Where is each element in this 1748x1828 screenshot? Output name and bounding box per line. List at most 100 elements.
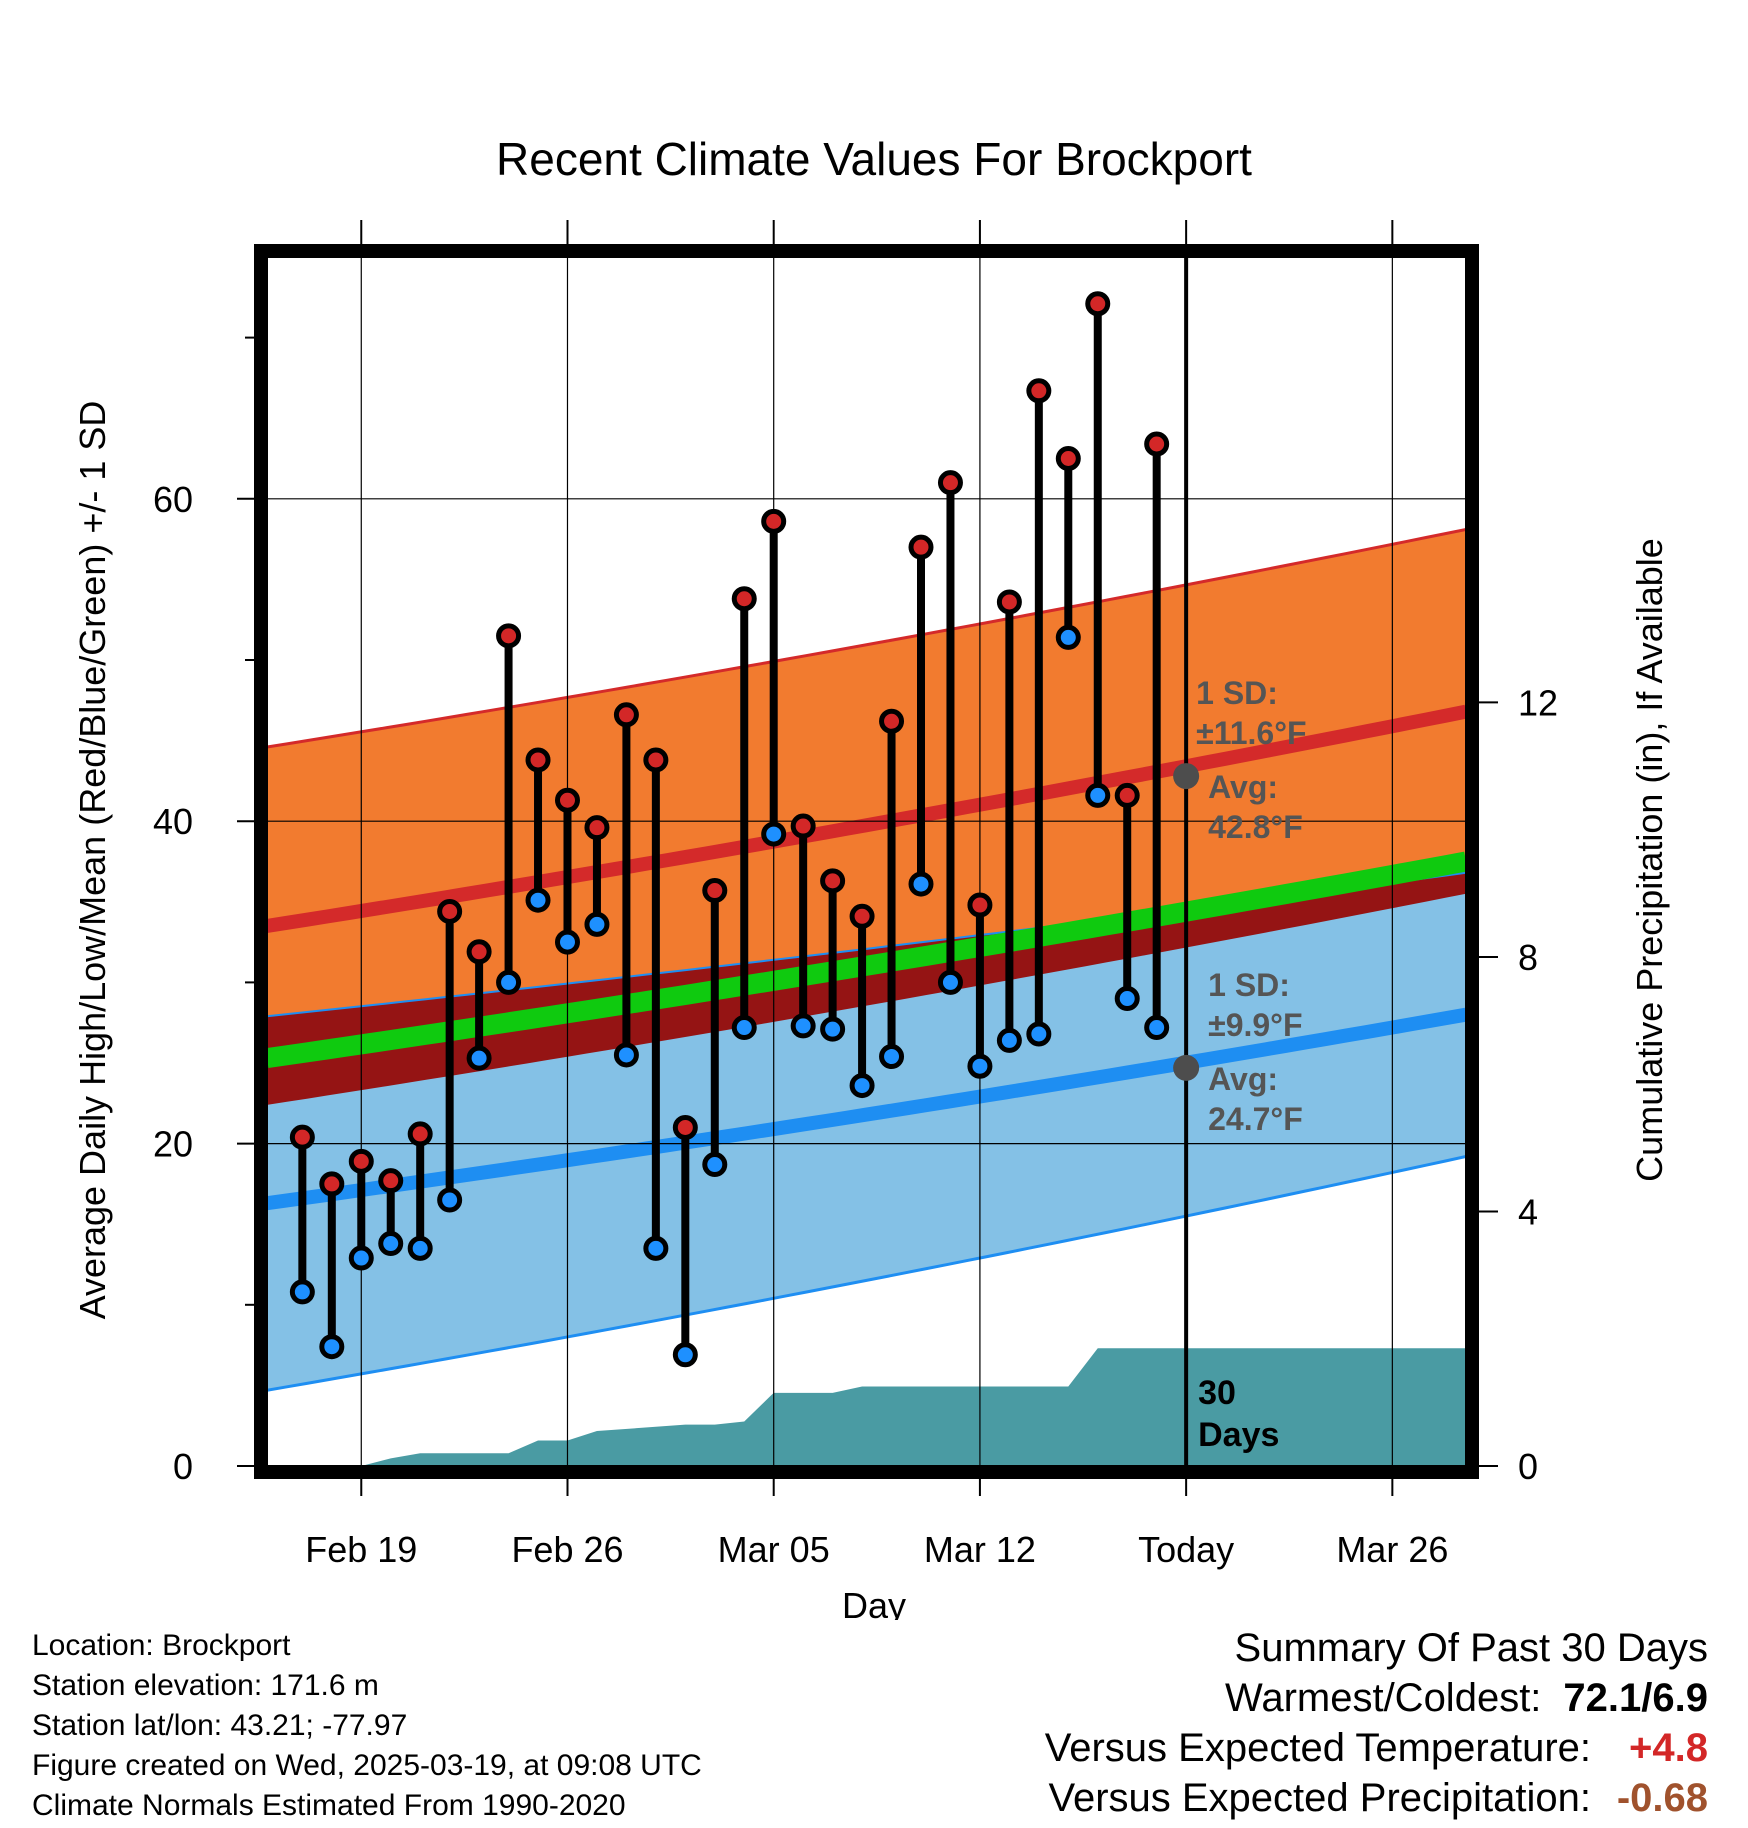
high-point (378, 1168, 404, 1194)
low-point (1144, 1015, 1170, 1041)
high-point (1114, 782, 1140, 808)
precip-area (267, 1348, 1466, 1466)
low-point (761, 821, 787, 847)
high-point (820, 868, 846, 894)
high-point (761, 508, 787, 534)
high-point (348, 1148, 374, 1174)
low-point (554, 929, 580, 955)
low-point (849, 1073, 875, 1099)
precip-note: 30 Days (1198, 1374, 1279, 1454)
location-text: Location: Brockport (32, 1629, 291, 1662)
low-avg-value: 24.7°F (1208, 1101, 1303, 1137)
low-point (613, 1042, 639, 1068)
high-point (908, 534, 934, 560)
station-info: Location: Brockport Station elevation: 1… (32, 1626, 702, 1826)
low-point (937, 969, 963, 995)
low-point (672, 1342, 698, 1368)
today-low-avg-dot (1173, 1054, 1200, 1081)
high-point (672, 1114, 698, 1140)
high-point (613, 702, 639, 728)
axis-ticks (237, 220, 1498, 1496)
high-sd-value: ±11.6°F (1196, 715, 1306, 751)
summary-panel: Summary Of Past 30 Days Warmest/Coldest:… (1045, 1626, 1708, 1826)
x-tick-label: Feb 19 (305, 1529, 417, 1570)
y-right-tick-label: 8 (1518, 937, 1538, 978)
precip-departure-value: -0.68 (1616, 1776, 1708, 1820)
low-point (879, 1044, 905, 1070)
high-point (643, 747, 669, 773)
daily-bars (289, 291, 1170, 1368)
high-point (407, 1121, 433, 1147)
low-point (437, 1187, 463, 1213)
low-point (820, 1016, 846, 1042)
high-point (937, 470, 963, 496)
high-point (319, 1171, 345, 1197)
low-point (643, 1235, 669, 1261)
temp-departure-row: Versus Expected Temperature: +4.8 (1045, 1726, 1708, 1776)
high-sd-label: 1 SD: (1196, 675, 1278, 711)
latlon-text: Station lat/lon: 43.21; -77.97 (32, 1709, 408, 1742)
precip-departure-row: Versus Expected Precipitation: -0.68 (1045, 1776, 1708, 1826)
low-minus-sd-line (267, 1155, 1466, 1392)
x-tick-label: Mar 26 (1336, 1529, 1448, 1570)
low-point (584, 911, 610, 937)
high-point (879, 708, 905, 734)
low-point (348, 1245, 374, 1271)
high-avg-label: Avg: (1208, 769, 1278, 805)
high-point (289, 1124, 315, 1150)
y-left-tick-label: 40 (153, 801, 193, 842)
high-point (1085, 291, 1111, 317)
high-plus-sd-line (267, 527, 1466, 749)
high-point (1026, 378, 1052, 404)
y-right-tick-label: 4 (1518, 1191, 1538, 1232)
avg-high-line (267, 704, 1466, 933)
normals-text: Climate Normals Estimated From 1990-2020 (32, 1789, 626, 1822)
low-point (407, 1235, 433, 1261)
low-sd-label: 1 SD: (1208, 967, 1290, 1003)
low-point (289, 1279, 315, 1305)
warm-cold-label: Warmest/Coldest: (1225, 1676, 1542, 1720)
y-left-tick-label: 60 (153, 479, 193, 520)
high-point (525, 747, 551, 773)
low-point (790, 1013, 816, 1039)
avg-mean-line (267, 851, 1466, 1069)
low-point (1026, 1021, 1052, 1047)
low-point (996, 1027, 1022, 1053)
today-annotations: 1 SD: ±11.6°F Avg: 42.8°F 1 SD: ±9.9°F Avg: 24.… (1196, 675, 1306, 1137)
low-point (466, 1045, 492, 1071)
overlap-band (267, 872, 1466, 1105)
high-point (496, 623, 522, 649)
y-right-tick-label: 0 (1518, 1446, 1538, 1487)
low-point (319, 1334, 345, 1360)
y-axis-label-left: Average Daily High/Low/Mean (Red/Blue/Gr… (72, 401, 113, 1320)
low-point (908, 871, 934, 897)
warm-cold-value: 72.1/6.9 (1563, 1676, 1708, 1720)
high-point (790, 813, 816, 839)
summary-title-row: Summary Of Past 30 Days (1045, 1626, 1708, 1676)
temp-departure-value: +4.8 (1629, 1726, 1708, 1770)
low-point (702, 1152, 728, 1178)
high-sd-band (267, 529, 1466, 1105)
precip-note-line-1: 30 (1198, 1374, 1236, 1412)
plot-frame (254, 244, 1479, 1479)
plot-area (267, 257, 1466, 1466)
warm-cold-row: Warmest/Coldest: 72.1/6.9 (1045, 1676, 1708, 1726)
today-high-avg-dot (1173, 763, 1200, 790)
avg-low-line (267, 1007, 1466, 1211)
climate-chart: 1 SD: ±11.6°F Avg: 42.8°F 1 SD: ±9.9°F Avg: 24.… (72, 133, 1670, 1620)
low-avg-label: Avg: (1208, 1061, 1278, 1097)
created-text: Figure created on Wed, 2025-03-19, at 09… (32, 1749, 702, 1782)
temp-departure-label: Versus Expected Temperature: (1044, 1726, 1591, 1770)
x-axis-label: Day (842, 1585, 906, 1620)
low-point (1085, 782, 1111, 808)
high-point (996, 589, 1022, 615)
low-point (731, 1015, 757, 1041)
x-tick-label: Mar 12 (924, 1529, 1036, 1570)
chart-title: Recent Climate Values For Brockport (496, 133, 1252, 185)
y-left-tick-label: 0 (173, 1446, 193, 1487)
x-tick-label: Today (1138, 1529, 1234, 1570)
low-point (1055, 624, 1081, 650)
y-left-tick-label: 20 (153, 1124, 193, 1165)
elevation-text: Station elevation: 171.6 m (32, 1669, 379, 1702)
high-point (1055, 446, 1081, 471)
